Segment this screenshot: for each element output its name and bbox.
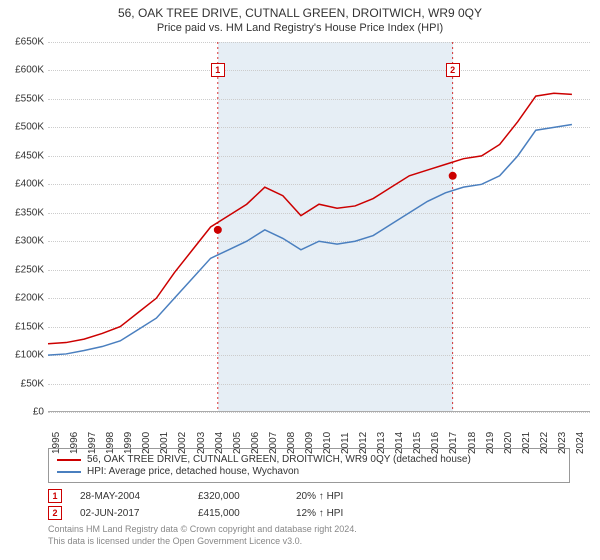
x-axis-label: 2020 — [503, 432, 514, 454]
chart-svg — [48, 42, 590, 411]
x-axis-label: 2022 — [539, 432, 550, 454]
x-axis-label: 2004 — [214, 432, 225, 454]
x-axis-label: 2006 — [250, 432, 261, 454]
event-date: 28-MAY-2004 — [80, 491, 180, 502]
marker-dot — [449, 172, 457, 180]
legend-swatch — [57, 459, 81, 461]
marker-label-box: 2 — [446, 63, 460, 77]
y-axis-label: £100K — [2, 350, 44, 361]
x-axis-label: 1997 — [87, 432, 98, 454]
legend-row: HPI: Average price, detached house, Wych… — [57, 466, 561, 477]
legend-label: 56, OAK TREE DRIVE, CUTNALL GREEN, DROIT… — [87, 454, 471, 465]
x-axis-label: 2017 — [448, 432, 459, 454]
x-axis-label: 2007 — [268, 432, 279, 454]
legend-row: 56, OAK TREE DRIVE, CUTNALL GREEN, DROIT… — [57, 454, 561, 465]
x-axis-label: 2003 — [196, 432, 207, 454]
x-axis-label: 2012 — [358, 432, 369, 454]
y-axis-label: £600K — [2, 65, 44, 76]
y-axis-label: £650K — [2, 37, 44, 48]
series-line-hpi — [48, 125, 572, 356]
chart-title-block: 56, OAK TREE DRIVE, CUTNALL GREEN, DROIT… — [0, 0, 600, 34]
footer-line1: Contains HM Land Registry data © Crown c… — [48, 524, 570, 536]
x-axis-label: 2013 — [376, 432, 387, 454]
legend-swatch — [57, 471, 81, 473]
x-axis-label: 2024 — [575, 432, 586, 454]
chart-x-axis: 1995 1996 1997 1998 1999 2000 2001 2002 2003 2004… — [48, 426, 590, 454]
series-line-property — [48, 93, 572, 343]
x-axis-label: 2014 — [394, 432, 405, 454]
x-axis-label: 2001 — [159, 432, 170, 454]
x-axis-label: 2015 — [412, 432, 423, 454]
chart-title-line2: Price paid vs. HM Land Registry's House … — [0, 22, 600, 34]
event-row: 2 02-JUN-2017 £415,000 12% ↑ HPI — [48, 506, 570, 520]
event-price: £415,000 — [198, 508, 278, 519]
event-hpi-delta: 20% ↑ HPI — [296, 491, 376, 502]
y-axis-label: £300K — [2, 236, 44, 247]
x-axis-label: 2008 — [286, 432, 297, 454]
x-axis-label: 1998 — [105, 432, 116, 454]
y-axis-label: £400K — [2, 179, 44, 190]
x-axis-label: 2010 — [322, 432, 333, 454]
legend-label: HPI: Average price, detached house, Wych… — [87, 466, 299, 477]
chart-title-line1: 56, OAK TREE DRIVE, CUTNALL GREEN, DROIT… — [0, 6, 600, 20]
chart-plot-area: £0£50K£100K£150K£200K£250K£300K£350K£400… — [48, 42, 590, 412]
y-axis-label: £150K — [2, 321, 44, 332]
marker-label-box: 1 — [211, 63, 225, 77]
x-axis-label: 1996 — [69, 432, 80, 454]
y-axis-label: £500K — [2, 122, 44, 133]
y-axis-label: £450K — [2, 150, 44, 161]
x-axis-label: 1995 — [51, 432, 62, 454]
x-axis-label: 2019 — [485, 432, 496, 454]
y-axis-label: £550K — [2, 93, 44, 104]
y-axis-label: £250K — [2, 264, 44, 275]
event-marker: 2 — [48, 506, 62, 520]
events-table: 1 28-MAY-2004 £320,000 20% ↑ HPI 2 02-JU… — [48, 489, 570, 520]
x-axis-label: 1999 — [123, 432, 134, 454]
footer-line2: This data is licensed under the Open Gov… — [48, 536, 570, 548]
x-axis-label: 2005 — [232, 432, 243, 454]
event-price: £320,000 — [198, 491, 278, 502]
marker-dot — [214, 226, 222, 234]
x-axis-label: 2002 — [177, 432, 188, 454]
footer-attribution: Contains HM Land Registry data © Crown c… — [48, 524, 570, 547]
event-marker: 1 — [48, 489, 62, 503]
x-axis-label: 2018 — [467, 432, 478, 454]
y-axis-label: £200K — [2, 293, 44, 304]
event-date: 02-JUN-2017 — [80, 508, 180, 519]
x-axis-label: 2023 — [557, 432, 568, 454]
x-axis-label: 2021 — [521, 432, 532, 454]
y-axis-label: £0 — [2, 407, 44, 418]
x-axis-label: 2009 — [304, 432, 315, 454]
y-axis-label: £350K — [2, 207, 44, 218]
y-axis-label: £50K — [2, 378, 44, 389]
x-axis-label: 2016 — [430, 432, 441, 454]
event-row: 1 28-MAY-2004 £320,000 20% ↑ HPI — [48, 489, 570, 503]
x-axis-label: 2011 — [340, 432, 351, 454]
event-hpi-delta: 12% ↑ HPI — [296, 508, 376, 519]
x-axis-label: 2000 — [141, 432, 152, 454]
